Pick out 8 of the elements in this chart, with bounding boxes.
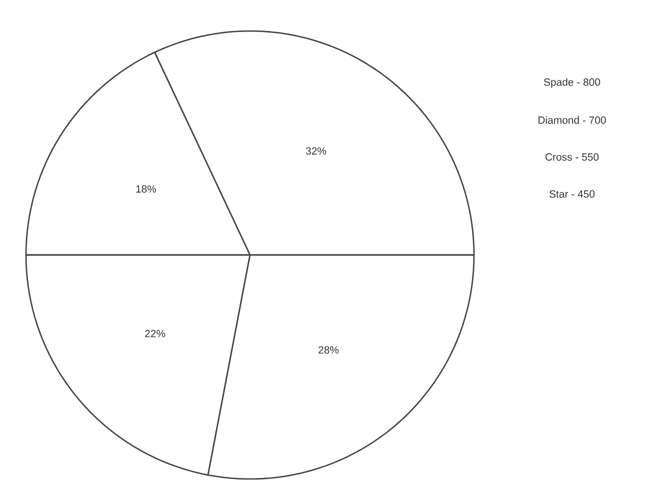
data-label: 32% [306,147,326,155]
text: Diamond - 700 [538,116,606,124]
text: Cross - 550 [546,153,599,161]
data-label: 22% [145,330,166,338]
data-label: 28% [318,346,339,354]
text: Spade - 800 [544,78,600,88]
text: Star - 450 [550,190,595,198]
data-label: 18% [136,185,156,193]
